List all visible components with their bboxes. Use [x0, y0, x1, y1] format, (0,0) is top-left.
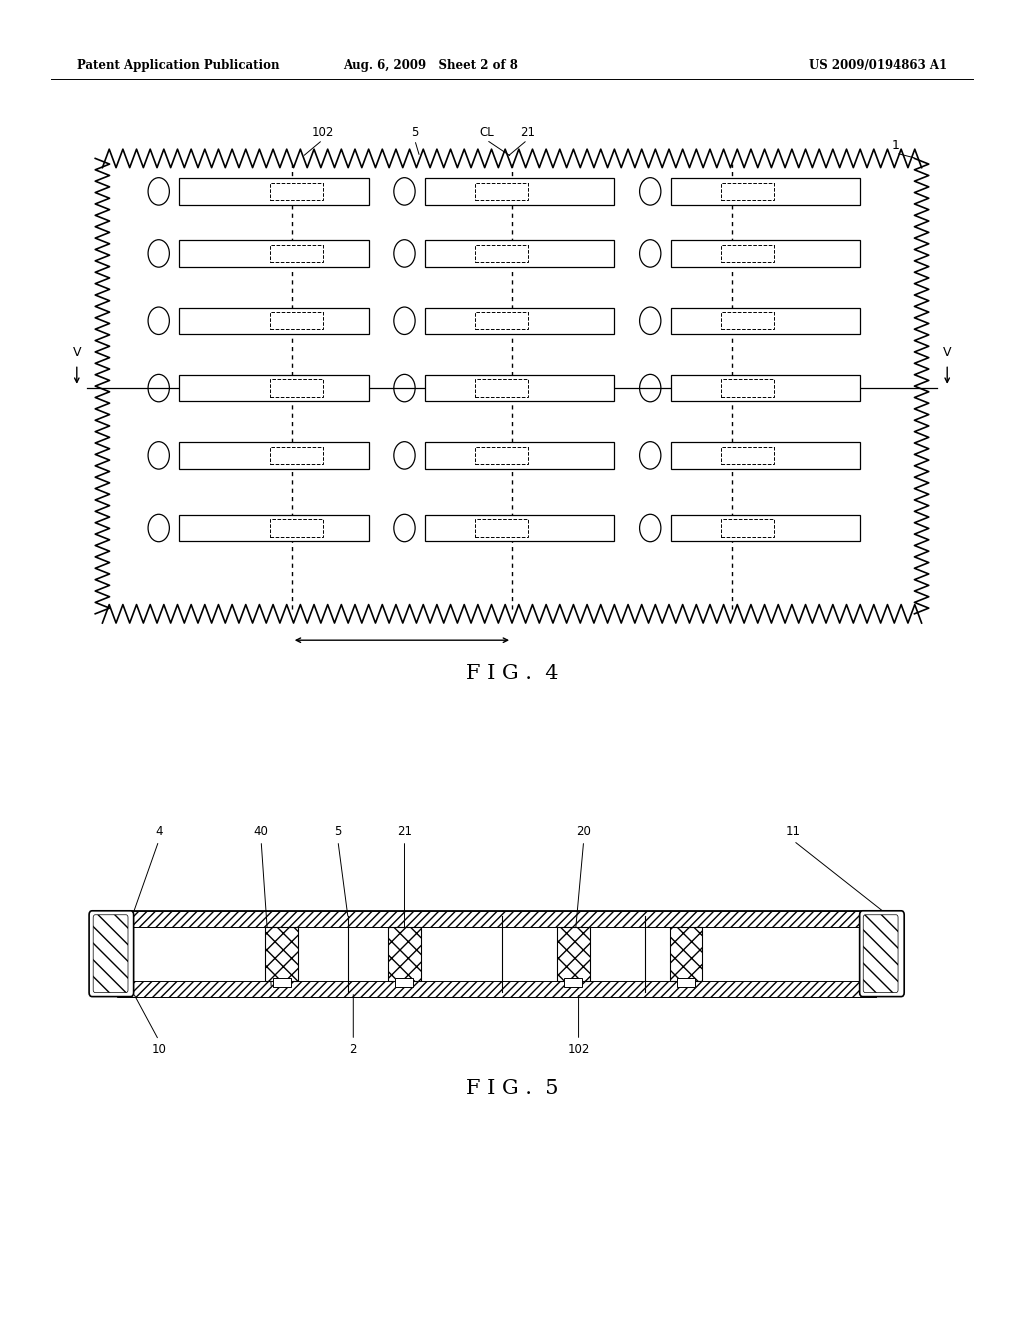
Text: CL: CL: [479, 125, 494, 139]
Text: Aug. 6, 2009   Sheet 2 of 8: Aug. 6, 2009 Sheet 2 of 8: [343, 59, 517, 73]
FancyBboxPatch shape: [93, 915, 128, 993]
Bar: [721, 312, 774, 329]
Text: 5: 5: [411, 125, 419, 139]
Bar: [671, 515, 860, 541]
Bar: [179, 375, 369, 401]
Text: 1: 1: [892, 139, 900, 152]
Bar: [475, 182, 528, 199]
Bar: [270, 312, 324, 329]
Text: Patent Application Publication: Patent Application Publication: [77, 59, 280, 73]
Bar: [179, 240, 369, 267]
Text: 102: 102: [567, 1043, 590, 1056]
Bar: [265, 927, 298, 981]
Text: 5: 5: [334, 825, 342, 838]
Bar: [270, 446, 324, 463]
Bar: [475, 519, 528, 536]
Bar: [270, 182, 324, 199]
Bar: [270, 519, 324, 536]
Bar: [425, 240, 614, 267]
FancyBboxPatch shape: [89, 911, 133, 997]
Bar: [671, 240, 860, 267]
Bar: [671, 308, 860, 334]
Bar: [721, 182, 774, 199]
Text: V: V: [73, 346, 81, 359]
Bar: [670, 927, 702, 981]
Bar: [671, 442, 860, 469]
Text: F I G .  4: F I G . 4: [466, 664, 558, 682]
FancyBboxPatch shape: [860, 911, 904, 997]
Bar: [272, 978, 291, 987]
Text: 4: 4: [155, 825, 163, 838]
Bar: [270, 244, 324, 261]
Bar: [179, 515, 369, 541]
Text: 40: 40: [254, 825, 268, 838]
Bar: [475, 446, 528, 463]
Bar: [179, 178, 369, 205]
Bar: [564, 978, 583, 987]
Text: 102: 102: [311, 125, 334, 139]
Bar: [118, 911, 876, 997]
Text: V: V: [943, 346, 951, 359]
Text: 21: 21: [397, 825, 412, 838]
Bar: [721, 446, 774, 463]
Text: 11: 11: [786, 825, 801, 838]
Bar: [475, 380, 528, 396]
Text: 21: 21: [520, 125, 535, 139]
Bar: [425, 515, 614, 541]
Bar: [425, 442, 614, 469]
Bar: [475, 244, 528, 261]
FancyBboxPatch shape: [863, 915, 898, 993]
Text: F I G .  5: F I G . 5: [466, 1080, 558, 1098]
Bar: [425, 308, 614, 334]
Bar: [677, 978, 695, 987]
Bar: [179, 308, 369, 334]
Bar: [179, 442, 369, 469]
Bar: [721, 519, 774, 536]
Bar: [557, 927, 590, 981]
Bar: [475, 312, 528, 329]
Bar: [425, 375, 614, 401]
Text: 10: 10: [152, 1043, 166, 1056]
Bar: [118, 981, 876, 997]
Bar: [388, 927, 421, 981]
Bar: [721, 380, 774, 396]
Bar: [671, 375, 860, 401]
Text: 20: 20: [577, 825, 591, 838]
Bar: [721, 244, 774, 261]
Text: US 2009/0194863 A1: US 2009/0194863 A1: [809, 59, 947, 73]
Bar: [671, 178, 860, 205]
Bar: [118, 911, 876, 927]
Bar: [395, 978, 414, 987]
Bar: [425, 178, 614, 205]
Text: 2: 2: [349, 1043, 357, 1056]
Bar: [270, 380, 324, 396]
